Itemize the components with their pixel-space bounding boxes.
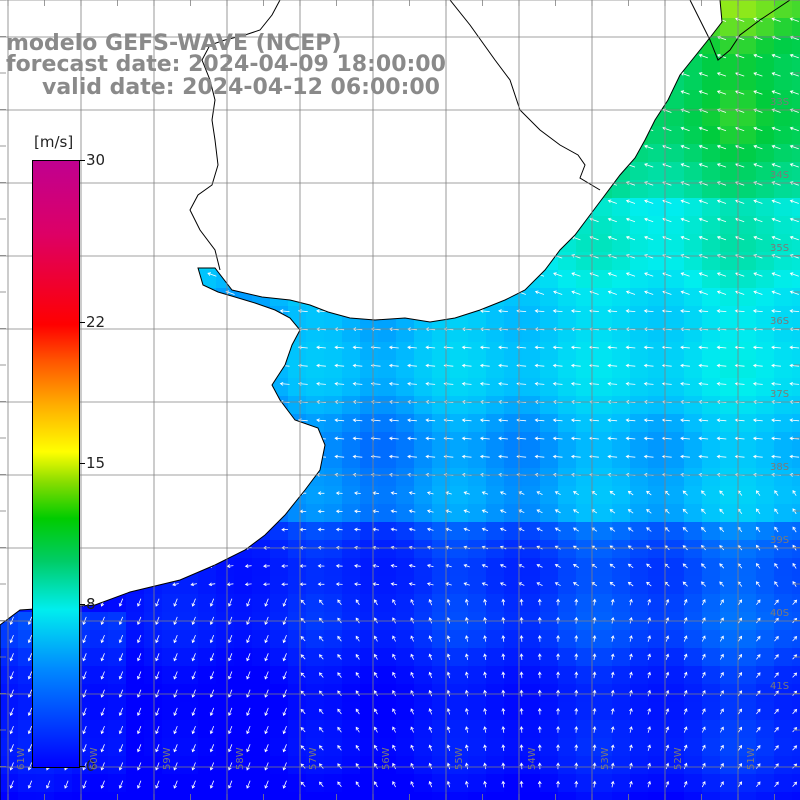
lat-label: 41S: [770, 681, 790, 692]
colorbar-tick-label: 15: [86, 454, 106, 472]
colorbar: [32, 160, 80, 768]
lon-label: 61W: [16, 747, 27, 770]
lon-label: 53W: [600, 747, 611, 770]
legend-unit: [m/s]: [34, 133, 74, 151]
lat-label: 38S: [770, 462, 790, 473]
colorbar-tick: [79, 766, 85, 767]
border-uruguay-brazil: [449, 0, 601, 191]
lon-label: 51W: [746, 747, 757, 770]
colorbar-tick: [79, 321, 85, 323]
colorbar-tick-label: 8: [86, 595, 96, 614]
forecast-date: forecast date: 2024-04-09 18:00:00: [6, 52, 446, 77]
lat-label: 33S: [770, 97, 790, 108]
lon-label: 60W: [89, 747, 100, 770]
lon-label: 58W: [235, 747, 246, 770]
lon-label: 56W: [381, 747, 392, 770]
lon-label: 57W: [308, 747, 319, 770]
coastline: [0, 0, 723, 800]
lagoon-outline: [689, 0, 791, 61]
lat-label: 40S: [770, 608, 790, 619]
lon-label: 55W: [454, 747, 465, 770]
lon-label: 59W: [162, 747, 173, 770]
colorbar-tick-label: 30: [86, 151, 106, 169]
lat-label: 39S: [770, 535, 790, 546]
valid-date: valid date: 2024-04-12 06:00:00: [42, 75, 440, 100]
colorbar-tick: [79, 604, 85, 606]
colorbar-tick-label: 0: [86, 757, 96, 775]
lat-label: 37S: [770, 389, 790, 400]
colorbar-tick-label: 22: [86, 312, 106, 331]
lat-label: 34S: [770, 170, 790, 181]
colorbar-tick: [79, 160, 85, 161]
lat-label: 36S: [770, 316, 790, 327]
lon-label: 54W: [527, 747, 538, 770]
model-title: modelo GEFS-WAVE (NCEP): [6, 31, 342, 56]
colorbar-tick: [79, 463, 85, 464]
lat-label: 35S: [770, 243, 790, 254]
lon-label: 52W: [673, 747, 684, 770]
